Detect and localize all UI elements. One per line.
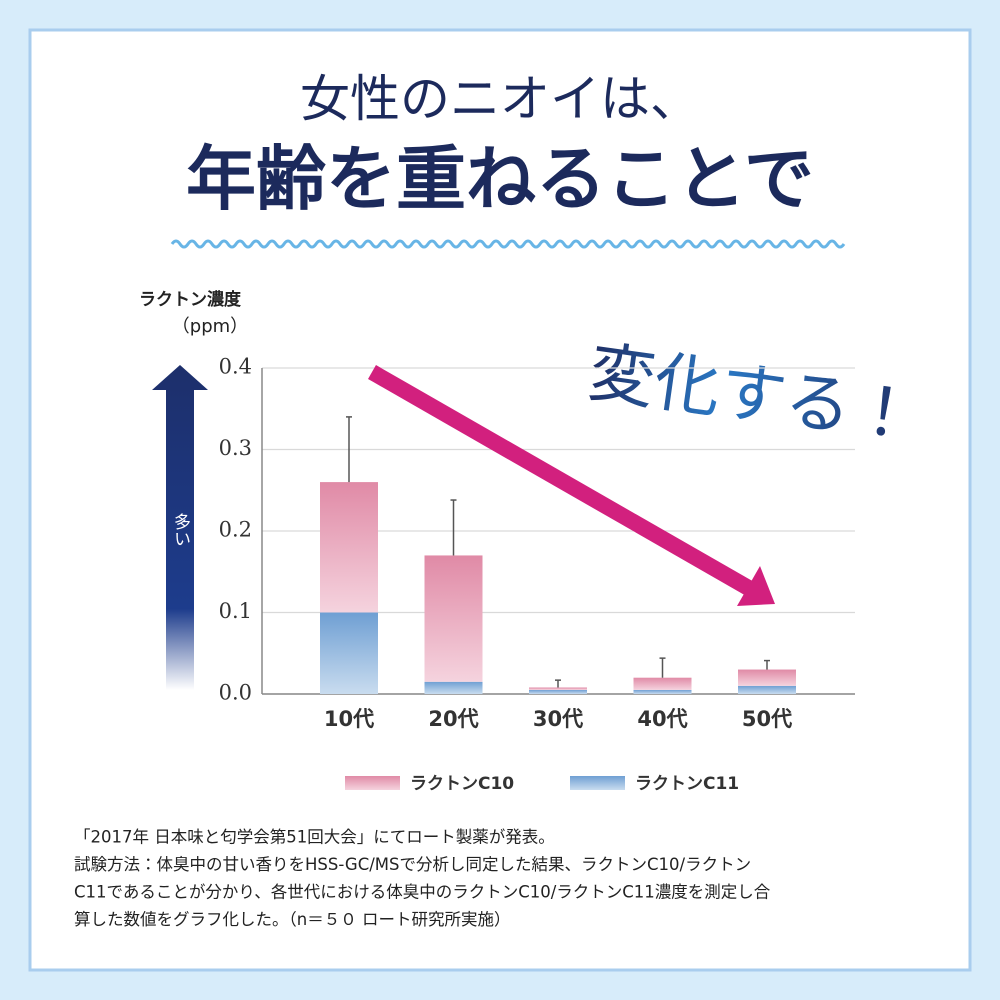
footnote: 「2017年 日本味と匂学会第51回大会」にてロート製薬が発表。試験方法：体臭中…: [74, 828, 771, 930]
error-bar: [659, 657, 666, 678]
bar-segment: [633, 677, 692, 690]
y-tick-label: 0.0: [219, 681, 252, 705]
legend-label: ラクトンC11: [635, 774, 739, 794]
wave-line: [170, 239, 846, 249]
bar-segment: [738, 685, 796, 694]
x-tick-label: 20代: [428, 707, 478, 731]
x-tick-label: 30代: [533, 707, 583, 731]
bar-segment: [529, 689, 587, 694]
plot: 0.0 0.1 0.2 0.3 0.4 10代 20代 30代 40代 50代: [219, 355, 855, 731]
legend-label: ラクトンC10: [410, 774, 514, 794]
increase-arrow: [152, 365, 208, 690]
arrow-label: 多い: [170, 513, 190, 547]
y-tick-label: 0.3: [219, 436, 252, 460]
trend-arrow: [368, 365, 756, 597]
footnote-line: 試験方法：体臭中の甘い香りをHSS-GC/MSで分析し同定した結果、ラクトンC1…: [74, 855, 751, 874]
x-tick-label: 40代: [637, 707, 687, 731]
footnote-line: 「2017年 日本味と匂学会第51回大会」にてロート製薬が発表。: [74, 828, 555, 847]
trend-arrow-head: [737, 566, 775, 606]
bar-segment: [529, 687, 587, 690]
x-tick-label: 10代: [324, 707, 374, 731]
bar-segment: [320, 612, 378, 694]
legend: ラクトンC10 ラクトンC11: [345, 774, 739, 794]
bar-segment: [738, 669, 796, 686]
error-bar: [450, 499, 457, 556]
footnote-line: 算した数値をグラフ化した。（n＝５０ ロート研究所実施）: [74, 910, 510, 929]
y-tick-label: 0.1: [219, 599, 252, 623]
x-tick-label: 50代: [742, 707, 792, 731]
footnote-line: C11であることが分かり、各世代における体臭中のラクトンC10/ラクトンC11濃…: [74, 883, 771, 902]
bar-segment: [424, 681, 483, 694]
bar-segment: [424, 555, 483, 682]
y-axis-label: ラクトン濃度: [139, 289, 242, 310]
legend-swatch: [570, 776, 625, 790]
headline-1: 女性のニオイは、: [300, 70, 700, 128]
bar-segment: [633, 689, 692, 694]
y-tick-label: 0.4: [219, 355, 252, 379]
error-bar: [555, 679, 561, 688]
y-tick-label: 0.2: [219, 518, 252, 542]
error-bar: [346, 416, 352, 483]
headline-2: 年齢を重ねることで: [186, 137, 814, 220]
y-axis-unit: （ppm）: [172, 316, 248, 337]
error-bar: [764, 659, 770, 670]
bar-segment: [320, 482, 378, 613]
legend-swatch: [345, 776, 400, 790]
